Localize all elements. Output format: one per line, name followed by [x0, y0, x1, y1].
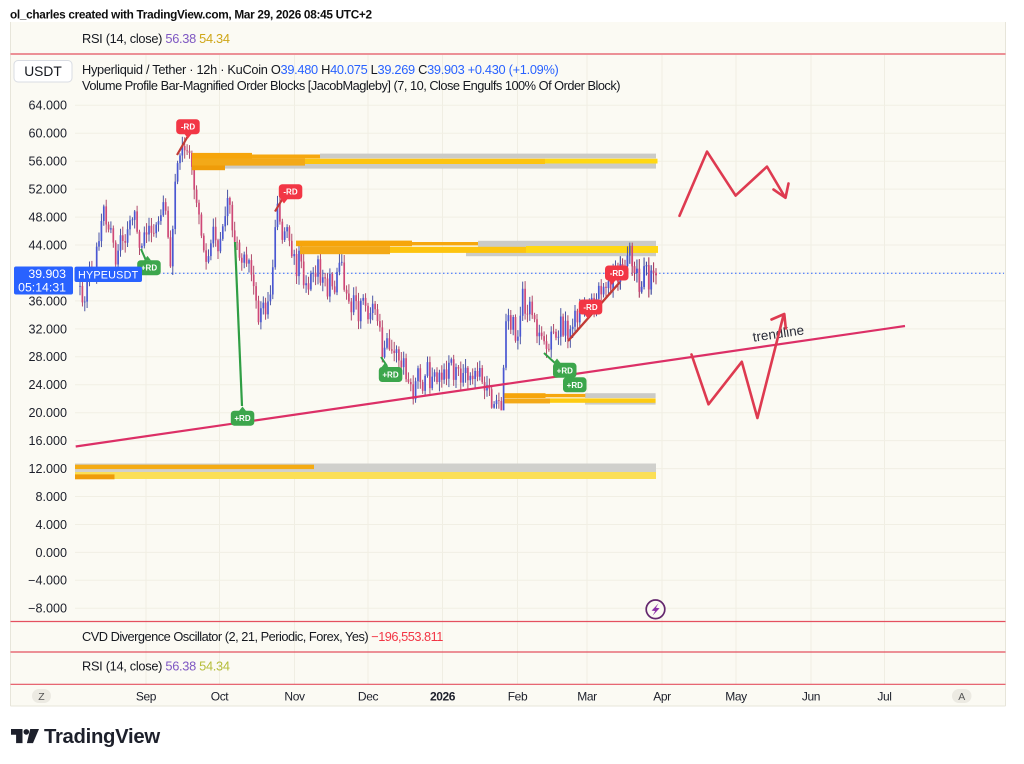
svg-text:Volume Profile Bar-Magnified O: Volume Profile Bar-Magnified Order Block…: [82, 78, 620, 93]
svg-text:TradingView: TradingView: [44, 726, 160, 748]
svg-text:RSI (14, close) 56.38 54.34: RSI (14, close) 56.38 54.34: [82, 31, 230, 46]
svg-text:Jun: Jun: [802, 689, 820, 703]
svg-text:HYPEUSDT: HYPEUSDT: [78, 270, 139, 282]
svg-text:ol_charles created with Tradin: ol_charles created with TradingView.com,…: [10, 8, 373, 22]
svg-text:20.000: 20.000: [28, 406, 67, 420]
svg-text:4.000: 4.000: [35, 518, 67, 532]
svg-text:Oct: Oct: [211, 689, 230, 703]
svg-text:-RD: -RD: [610, 269, 624, 278]
svg-text:USDT: USDT: [24, 64, 62, 79]
svg-text:39.903: 39.903: [28, 267, 66, 281]
svg-text:24.000: 24.000: [28, 378, 67, 392]
svg-text:RSI (14, close) 56.38 54.34: RSI (14, close) 56.38 54.34: [82, 659, 230, 674]
svg-text:Apr: Apr: [653, 689, 671, 703]
svg-text:Sep: Sep: [136, 689, 157, 703]
svg-text:-RD: -RD: [583, 303, 597, 312]
svg-text:CVD Divergence Oscillator (2,: CVD Divergence Oscillator (2, 21, Period…: [82, 629, 443, 644]
svg-text:Nov: Nov: [284, 689, 305, 703]
svg-text:05:14:31: 05:14:31: [18, 281, 66, 295]
svg-text:-RD: -RD: [181, 123, 195, 132]
svg-text:−8.000: −8.000: [28, 602, 67, 616]
svg-text:+RD: +RD: [382, 371, 398, 380]
svg-text:Jul: Jul: [877, 689, 891, 703]
svg-text:Hyperliquid / Tether · 12h · K: Hyperliquid / Tether · 12h · KuCoin O39.…: [82, 62, 559, 77]
svg-text:May: May: [725, 689, 747, 703]
svg-text:12.000: 12.000: [28, 462, 67, 476]
svg-text:28.000: 28.000: [28, 350, 67, 364]
svg-text:52.000: 52.000: [28, 183, 67, 197]
svg-text:A: A: [958, 691, 965, 703]
svg-text:Feb: Feb: [508, 689, 528, 703]
svg-text:Z: Z: [38, 691, 45, 703]
svg-text:60.000: 60.000: [28, 127, 67, 141]
svg-text:-RD: -RD: [283, 188, 297, 197]
svg-text:64.000: 64.000: [28, 99, 67, 113]
svg-text:16.000: 16.000: [28, 434, 67, 448]
svg-text:8.000: 8.000: [35, 490, 67, 504]
svg-text:−4.000: −4.000: [28, 574, 67, 588]
svg-text:+RD: +RD: [141, 264, 157, 273]
svg-text:56.000: 56.000: [28, 155, 67, 169]
svg-text:32.000: 32.000: [28, 322, 67, 336]
svg-text:+RD: +RD: [234, 414, 250, 423]
svg-text:36.000: 36.000: [28, 294, 67, 308]
svg-text:+RD: +RD: [567, 381, 583, 390]
svg-text:44.000: 44.000: [28, 238, 67, 252]
svg-text:+RD: +RD: [557, 366, 573, 375]
svg-text:Dec: Dec: [358, 689, 379, 703]
svg-text:48.000: 48.000: [28, 211, 67, 225]
svg-text:2026: 2026: [430, 689, 456, 703]
svg-text:Mar: Mar: [577, 689, 597, 703]
svg-text:0.000: 0.000: [35, 546, 67, 560]
